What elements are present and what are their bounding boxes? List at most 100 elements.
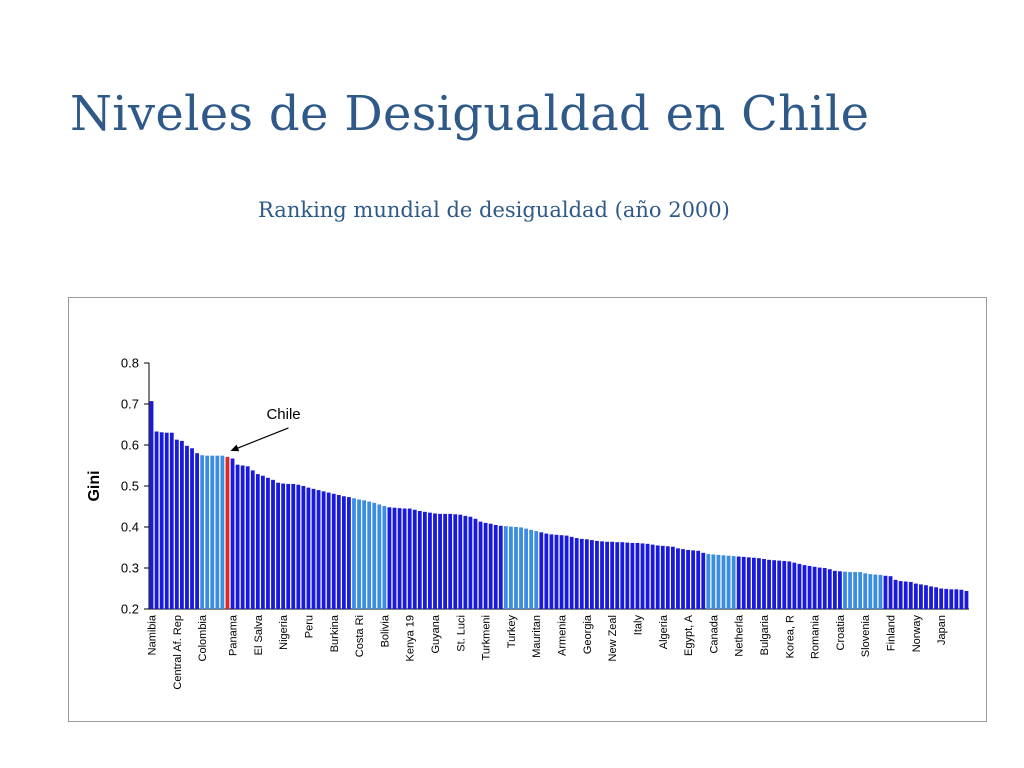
bar (438, 513, 442, 609)
bar (681, 549, 685, 609)
bar (590, 540, 594, 609)
x-category-label: New Zeal (607, 615, 619, 661)
x-category-label: Georgia (582, 614, 594, 654)
bar (529, 529, 534, 609)
bar (670, 546, 675, 609)
bar (448, 513, 453, 609)
bar (898, 581, 903, 609)
bar (372, 502, 377, 609)
bar (397, 508, 402, 609)
x-category-label: Romania (810, 614, 822, 659)
bar (691, 550, 696, 609)
bar (711, 554, 716, 609)
x-category-label: Nigeria (278, 614, 290, 650)
bar (220, 455, 225, 609)
bar (463, 515, 468, 609)
bar (503, 526, 508, 609)
bar (686, 549, 690, 609)
bar (286, 483, 291, 609)
bar (402, 508, 407, 609)
bar (210, 455, 215, 609)
y-axis: 0.2 0.3 0.4 0.5 0.6 0.7 0.8 (121, 356, 969, 617)
bar (200, 455, 205, 609)
bar (326, 492, 331, 609)
bar (554, 534, 559, 609)
bar (615, 542, 620, 609)
bar (276, 482, 280, 609)
bar (524, 528, 528, 609)
bar (271, 479, 275, 609)
bar (230, 458, 235, 609)
bar (812, 566, 817, 609)
bar (655, 545, 660, 609)
bar-series (149, 401, 969, 609)
bar (306, 487, 311, 609)
x-category-label: Croatia (835, 614, 847, 650)
x-category-label: Finland (886, 615, 898, 651)
bar (817, 567, 822, 609)
bar (944, 588, 949, 609)
bar (888, 576, 893, 609)
bar (964, 590, 969, 609)
bar (767, 559, 771, 609)
bar (443, 513, 448, 609)
bar (240, 465, 245, 609)
bar (640, 543, 645, 609)
bar (645, 543, 650, 609)
bar (266, 477, 270, 609)
bar (843, 571, 847, 609)
x-category-label: Central Af. Rep (172, 615, 184, 690)
bar (377, 504, 382, 609)
x-category-label: Algeria (658, 614, 670, 649)
bar (255, 474, 260, 609)
gini-bar-chart: 0.2 0.3 0.4 0.5 0.6 0.7 0.8 Namibia Central Af.… (86, 356, 969, 690)
x-category-label: Turkey (506, 615, 518, 649)
chart-frame: 0.2 0.3 0.4 0.5 0.6 0.7 0.8 Namibia Central Af.… (68, 297, 987, 722)
bar (903, 581, 908, 609)
y-tick-label: 0.5 (121, 479, 139, 494)
bar (579, 538, 584, 609)
bar (574, 538, 579, 609)
bar (412, 509, 417, 609)
bar (215, 455, 220, 609)
annotation-arrowhead (230, 444, 240, 452)
bar (635, 542, 640, 609)
bar (701, 552, 706, 609)
x-category-label: Mauritan (531, 615, 543, 658)
bar (822, 568, 827, 609)
bar (630, 542, 635, 609)
x-category-label: Slovenia (860, 614, 872, 657)
x-category-label: Burkina (329, 614, 341, 652)
bar (559, 535, 564, 609)
x-category-label: Armenia (557, 614, 569, 656)
bar (316, 490, 321, 609)
bar (716, 554, 721, 609)
bar (301, 486, 306, 609)
bar (382, 506, 387, 609)
bar (154, 431, 159, 609)
bar (336, 495, 341, 609)
bar (807, 565, 812, 609)
annotation-label: Chile (266, 406, 300, 423)
x-category-label: Japan (936, 615, 948, 645)
bar (868, 574, 873, 609)
bar (650, 544, 655, 609)
bar (802, 565, 807, 609)
bar (605, 541, 609, 609)
bar (341, 496, 346, 609)
x-category-label: Peru (303, 615, 315, 638)
x-category-label: Colombia (197, 614, 209, 661)
x-category-label: Italy (632, 615, 644, 636)
bar (357, 499, 361, 609)
bar (468, 516, 473, 609)
x-category-label: Korea, R (784, 615, 796, 658)
bar (428, 512, 432, 609)
x-axis-labels: Namibia Central Af. Rep Colombia Panama El S… (147, 614, 949, 689)
bar (706, 554, 711, 609)
bar (772, 560, 777, 609)
x-category-label: Turkmeni (481, 615, 493, 660)
bar (726, 555, 731, 609)
bar (190, 448, 194, 609)
bar (757, 558, 761, 609)
slide-subtitle: Ranking mundial de desigualdad (año 2000… (258, 198, 730, 222)
